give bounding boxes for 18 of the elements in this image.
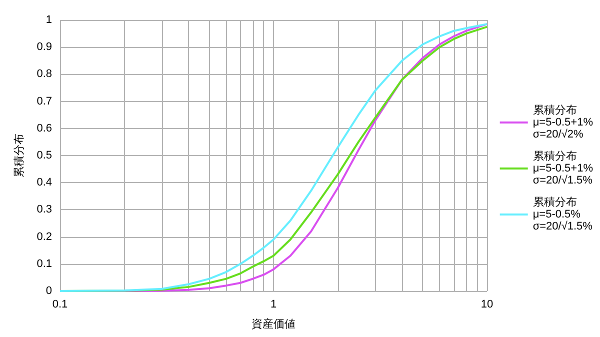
y-tick-label: 0.5 [36, 150, 52, 162]
y-tick-label: 0.8 [36, 68, 52, 80]
y-axis-title: 累積分布 [14, 134, 26, 178]
y-tick-label: 0.9 [36, 41, 52, 54]
x-tick-label: 1 [270, 298, 277, 310]
x-axis-title: 資産価値 [252, 318, 296, 330]
y-tick-label: 0.2 [36, 230, 52, 243]
y-tick-label: 0 [46, 285, 52, 297]
legend-label: 累積分布 μ=5-0.5% σ=20/√1.5% [532, 196, 593, 232]
legend-label: 累積分布 μ=5-0.5+1% σ=20/√2% [532, 104, 594, 140]
y-tick-label: 0.7 [36, 95, 52, 108]
x-tick-label: 10 [480, 298, 494, 310]
y-tick-label: 0.4 [36, 176, 52, 189]
y-tick-label: 0.3 [36, 204, 52, 216]
y-tick-label: 0.1 [36, 258, 52, 270]
legend-label: 累積分布 μ=5-0.5+1% σ=20/√1.5% [532, 150, 594, 186]
y-tick-label: 1 [46, 14, 52, 26]
y-tick-label: 0.6 [36, 122, 52, 134]
